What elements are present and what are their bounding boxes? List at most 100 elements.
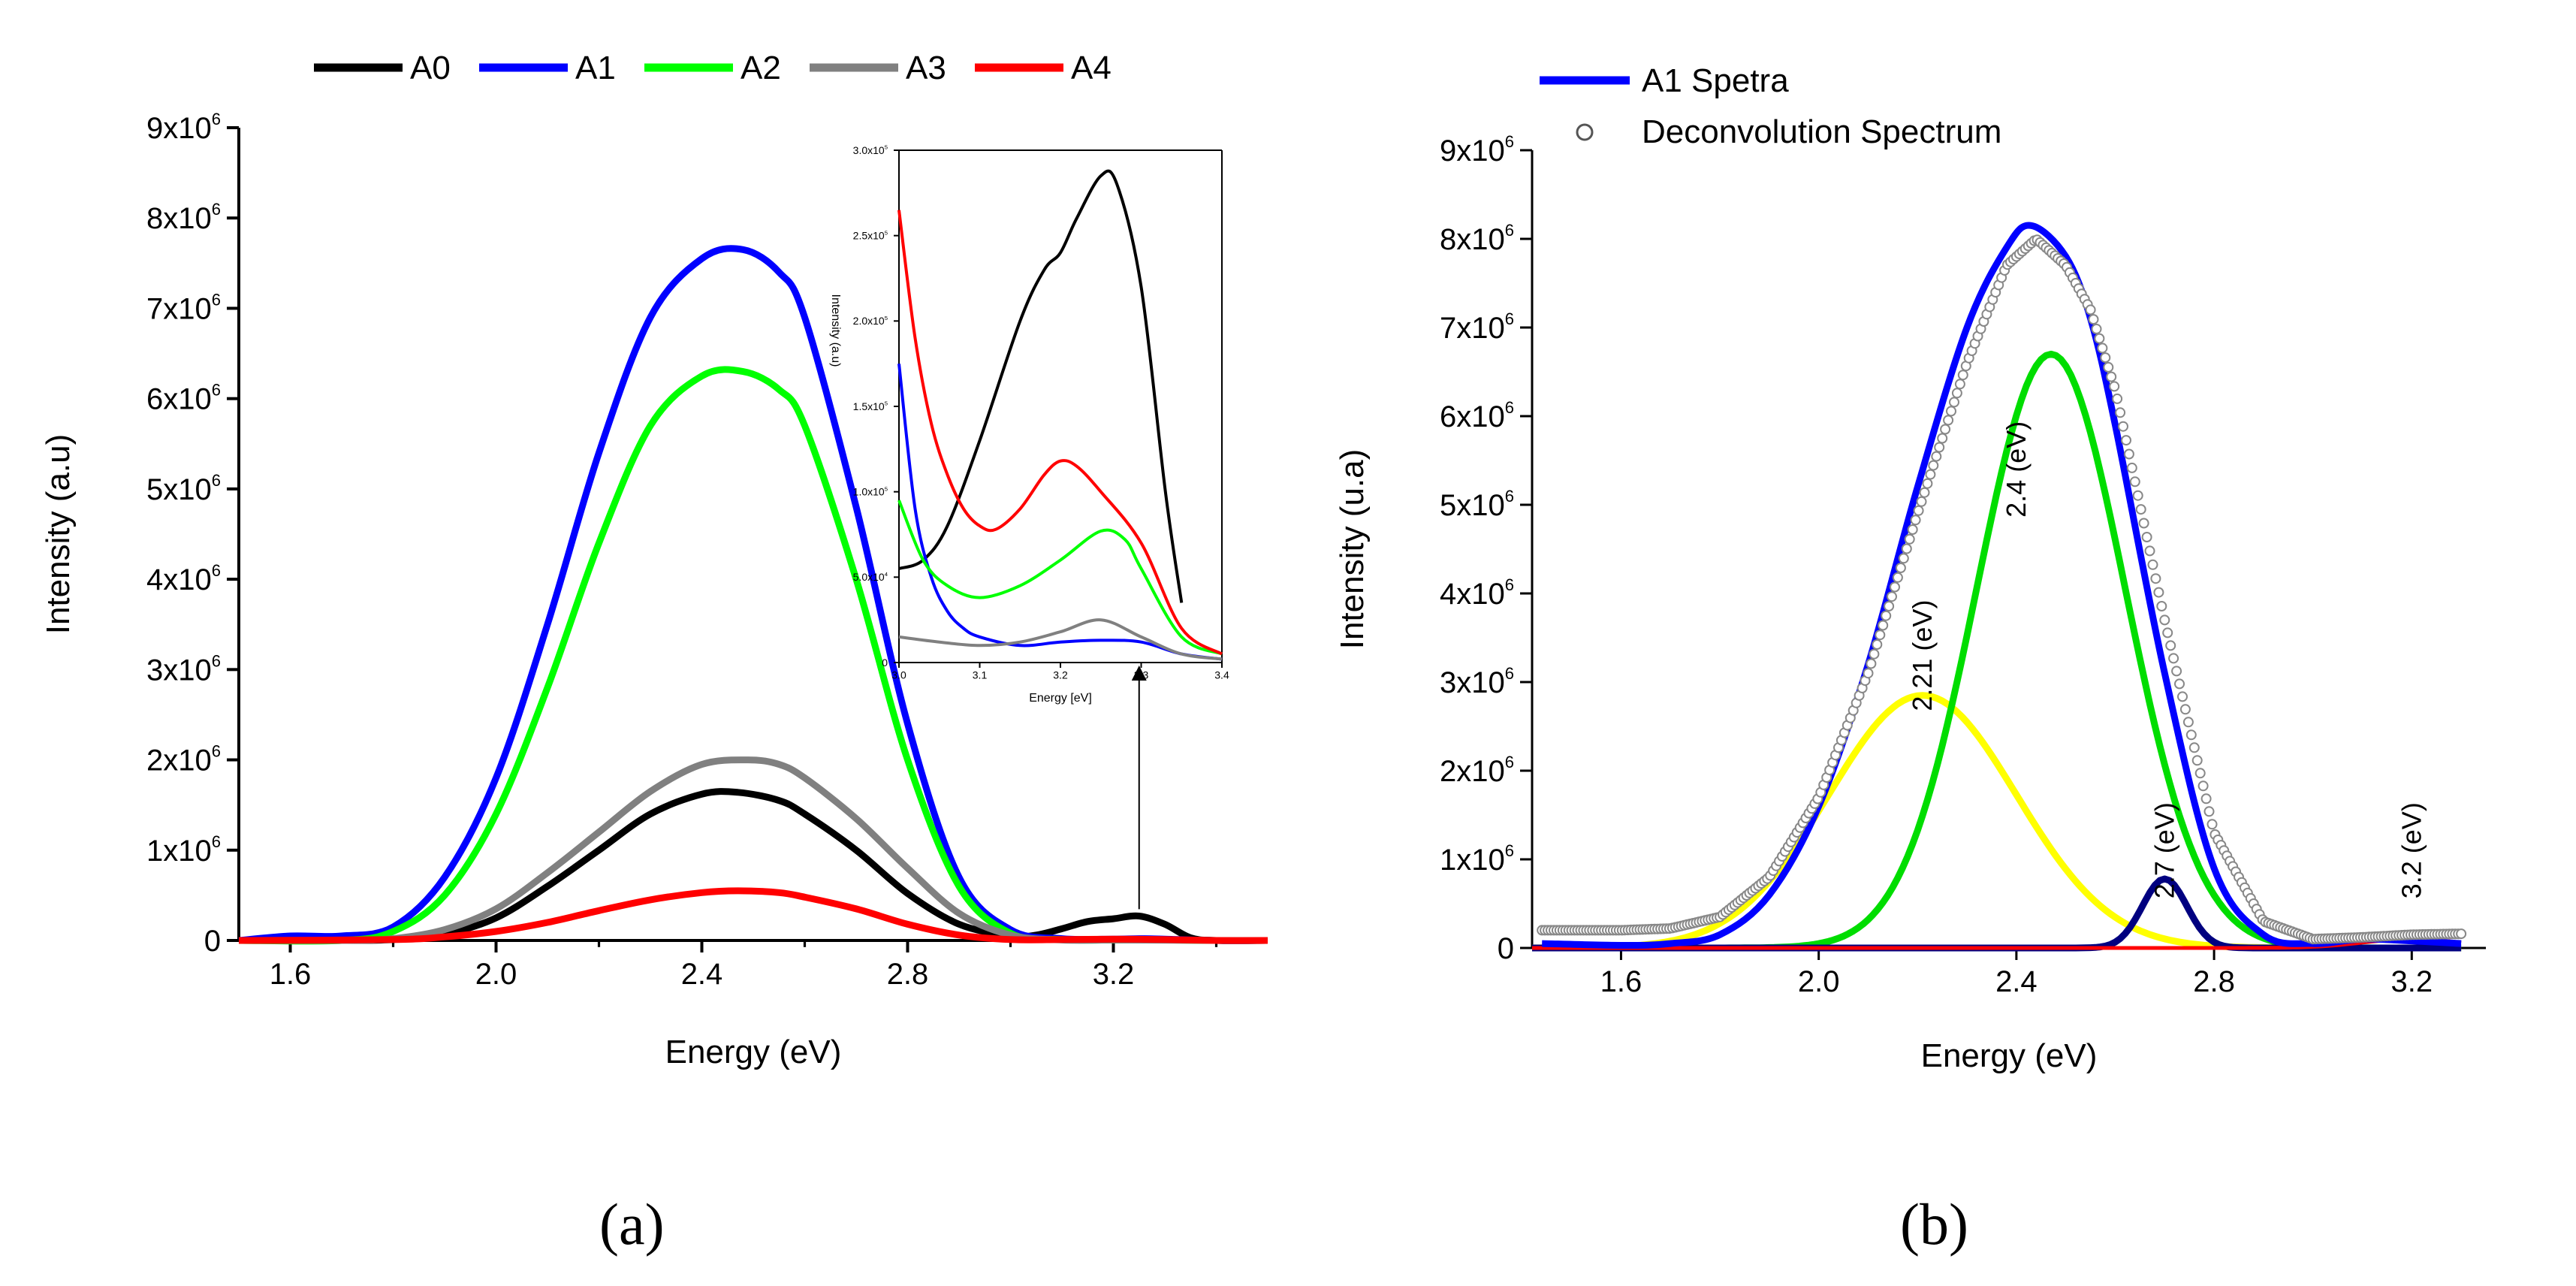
- a-inset-series-A1: [897, 363, 1223, 661]
- b-deconvolution-point: [2112, 393, 2123, 404]
- b-deconvolution-point: [2150, 573, 2161, 584]
- b-y-tick-label: 1x106: [1440, 841, 1514, 877]
- a-x-tick-label: 1.6: [270, 958, 312, 991]
- b-component-1: [1532, 692, 2462, 952]
- a-y-tick-label: 3x106: [146, 651, 221, 687]
- b-deconvolution-point: [2094, 333, 2105, 344]
- b-component-label-4: 3.2 (eV): [2396, 802, 2427, 898]
- a-inset-series-A2: [897, 500, 1223, 656]
- b-deconvolution-point: [2106, 371, 2117, 382]
- a-y-tick-label: 9x106: [146, 110, 221, 145]
- b-deconvolution-point: [1940, 424, 1951, 435]
- b-deconvolution-point: [2165, 640, 2176, 651]
- b-series-deconvolution: [1537, 234, 2467, 945]
- a-legend-label-A4: A4: [1071, 50, 1112, 86]
- b-legend-swatch-deconvolution: [1576, 123, 1594, 141]
- a-inset-y-tick-label: 3.0x105: [853, 144, 888, 156]
- b-x-axis-label: Energy (eV): [1921, 1037, 2098, 1074]
- b-deconvolution-point: [1901, 543, 1912, 554]
- b-deconvolution-point: [2206, 819, 2218, 830]
- a-legend-label-A2: A2: [741, 50, 781, 86]
- b-deconvolution-point: [1890, 581, 1900, 593]
- b-y-tick-label: 2x106: [1440, 753, 1514, 788]
- b-y-tick-label: 9x106: [1440, 132, 1514, 168]
- b-y-tick-label: 0: [1498, 932, 1514, 965]
- b-deconvolution-point: [2144, 545, 2155, 557]
- a-inset-series-A3: [898, 618, 1223, 661]
- b-deconvolution-point: [2138, 518, 2149, 529]
- b-x-tick-label: 2.8: [2193, 965, 2235, 998]
- chart-a: 0 1x106 2x106 3x106 4x106 5x106 6x106 7x106 8x10…: [40, 50, 1268, 1070]
- b-deconvolution-point: [2171, 666, 2182, 677]
- b-deconvolution-point: [1881, 610, 1892, 621]
- b-y-tick-label: 4x106: [1440, 575, 1514, 611]
- a-y-axis-label: Intensity (a.u): [40, 434, 77, 635]
- b-y-tick-label: 7x106: [1440, 309, 1514, 345]
- a-x-tick-label: 2.8: [887, 958, 929, 991]
- b-y-tick-label: 3x106: [1440, 664, 1514, 699]
- a-y-tick-label: 0: [204, 925, 221, 958]
- b-x-tick-label: 2.4: [1995, 965, 2038, 998]
- b-deconvolution-point: [1904, 533, 1915, 545]
- b-deconvolution-point: [1946, 406, 1956, 417]
- panel-label-b: (b): [1900, 1191, 1968, 1257]
- b-component-label-3: 2.7 (eV): [2149, 802, 2179, 898]
- b-deconvolution-point: [2200, 793, 2212, 805]
- b-deconvolution-point: [1892, 572, 1903, 583]
- b-deconvolution-point: [1928, 460, 1939, 471]
- b-deconvolution-point: [1954, 379, 1965, 390]
- b-legend: A1 Spetra Deconvolution Spectrum: [1540, 62, 2001, 150]
- b-deconvolution-point: [1866, 658, 1877, 669]
- b-x-tick-label: 3.2: [2390, 965, 2433, 998]
- b-x-tick-label: 2.0: [1798, 965, 1840, 998]
- a-inset-x-tick-label: 3.3: [1134, 669, 1149, 681]
- panel-label-a: (a): [599, 1191, 665, 1257]
- b-deconvolution-point: [2118, 421, 2128, 432]
- b-deconvolution-point: [2197, 780, 2209, 792]
- a-inset-series-A0: [898, 169, 1184, 603]
- a-inset-y-tick-label: 5.0x104: [853, 571, 888, 583]
- b-deconvolution-point: [2100, 352, 2111, 364]
- b-deconvolution-point: [1887, 591, 1897, 602]
- a-inset-y-tick-label: 1.0x105: [853, 485, 888, 497]
- a-y-tick-label: 5x106: [146, 471, 221, 506]
- a-x-axis-label: Energy (eV): [665, 1034, 842, 1070]
- a-inset-x-axis-label: Energy [eV]: [1029, 692, 1092, 705]
- b-deconvolution-point: [1875, 629, 1886, 641]
- b-deconvolution-point: [2129, 476, 2140, 488]
- b-deconvolution-point: [1931, 451, 1942, 462]
- a-legend: A0 A1 A2 A3 A4: [314, 50, 1112, 86]
- b-deconvolution-point: [2168, 653, 2179, 664]
- a-inset-x-tick-label: 3.0: [891, 669, 906, 681]
- b-deconvolution-point: [1937, 433, 1948, 444]
- b-deconvolution-point: [1869, 648, 1880, 660]
- b-deconvolution-point: [2091, 323, 2102, 334]
- a-y-tick-label: 7x106: [146, 290, 221, 325]
- a-legend-label-A3: A3: [906, 50, 946, 86]
- a-series-A3: [238, 756, 1268, 944]
- b-deconvolution-point: [2159, 614, 2170, 626]
- a-series-A2: [238, 366, 1268, 945]
- b-deconvolution-point: [1951, 388, 1962, 399]
- b-deconvolution-point: [2132, 490, 2143, 501]
- b-deconvolution-point: [2188, 742, 2200, 753]
- b-deconvolution-point: [2153, 587, 2164, 598]
- a-inset-x-tick-label: 3.4: [1214, 669, 1229, 681]
- b-deconvolution-point: [1913, 505, 1924, 516]
- b-deconvolution-point: [1884, 601, 1895, 611]
- b-deconvolution-point: [2147, 559, 2158, 570]
- a-y-tick-label: 4x106: [146, 561, 221, 596]
- a-inset-series-A4: [897, 210, 1223, 656]
- b-legend-label-a1: A1 Spetra: [1642, 62, 1789, 99]
- b-deconvolution-point: [2177, 691, 2188, 702]
- a-y-tick-label: 6x106: [146, 381, 221, 416]
- b-deconvolution-point: [1863, 668, 1874, 679]
- b-deconvolution-point: [1934, 442, 1945, 453]
- b-deconvolution-point: [1898, 553, 1909, 564]
- b-component-label-1: 2.21 (eV): [1907, 600, 1938, 711]
- b-deconvolution-point: [2156, 601, 2167, 611]
- a-x-tick-label: 2.0: [475, 958, 517, 991]
- b-legend-label-deconvolution: Deconvolution Spectrum: [1642, 113, 2001, 150]
- a-y-tick-label: 1x106: [146, 832, 221, 868]
- b-deconvolution-point: [2103, 361, 2114, 373]
